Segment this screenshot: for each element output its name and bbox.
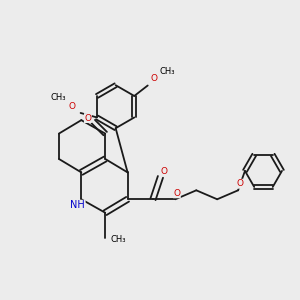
Text: O: O [151, 74, 158, 83]
Text: CH₃: CH₃ [50, 93, 66, 102]
Text: O: O [84, 113, 92, 122]
Text: O: O [173, 189, 180, 198]
Text: O: O [160, 167, 167, 176]
Text: O: O [69, 102, 76, 111]
Text: CH₃: CH₃ [111, 235, 126, 244]
Text: O: O [236, 179, 243, 188]
Text: NH: NH [70, 200, 85, 210]
Text: CH₃: CH₃ [159, 67, 175, 76]
